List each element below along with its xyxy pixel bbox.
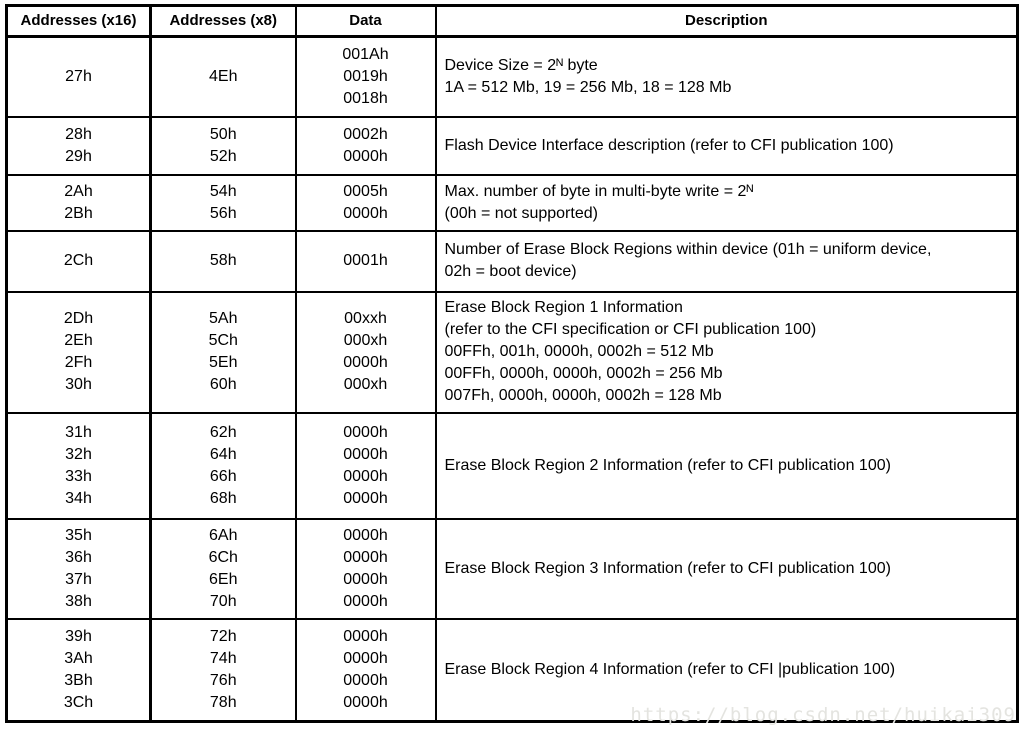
addr8-cell: 4Eh	[149, 35, 297, 118]
addr16-cell: 28h 29h	[5, 115, 152, 176]
table-row: 31h 32h 33h 34h 62h 64h 66h 68h 0000h 00…	[5, 411, 1019, 520]
table-row: 2Dh 2Eh 2Fh 30h 5Ah 5Ch 5Eh 60h 00xxh 00…	[5, 290, 1019, 414]
addr16-cell: 27h	[5, 35, 152, 118]
addr16-cell: 2Dh 2Eh 2Fh 30h	[5, 290, 152, 414]
addr16-cell: 35h 36h 37h 38h	[5, 517, 152, 620]
table-row: 35h 36h 37h 38h 6Ah 6Ch 6Eh 70h 0000h 00…	[5, 517, 1019, 620]
addr8-cell: 54h 56h	[149, 173, 297, 232]
table-row: 39h 3Ah 3Bh 3Ch 72h 74h 76h 78h 0000h 00…	[5, 617, 1019, 723]
data-cell: 00xxh 000xh 0000h 000xh	[294, 290, 437, 414]
addr16-cell: 31h 32h 33h 34h	[5, 411, 152, 520]
description-cell: Device Size = 2ᴺ byte 1A = 512 Mb, 19 = …	[434, 35, 1019, 118]
header-addresses-x16: Addresses (x16)	[5, 4, 152, 38]
addr8-cell: 62h 64h 66h 68h	[149, 411, 297, 520]
table-row: 27h 4Eh 001Ah 0019h 0018h Device Size = …	[5, 35, 1019, 118]
addr8-cell: 50h 52h	[149, 115, 297, 176]
addr16-cell: 2Ah 2Bh	[5, 173, 152, 232]
addr16-cell: 39h 3Ah 3Bh 3Ch	[5, 617, 152, 723]
data-cell: 0002h 0000h	[294, 115, 437, 176]
description-cell: Erase Block Region 2 Information (refer …	[434, 411, 1019, 520]
data-cell: 0000h 0000h 0000h 0000h	[294, 517, 437, 620]
data-cell: 001Ah 0019h 0018h	[294, 35, 437, 118]
data-cell: 0000h 0000h 0000h 0000h	[294, 617, 437, 723]
header-row: Addresses (x16) Addresses (x8) Data Desc…	[5, 4, 1019, 38]
addr8-cell: 6Ah 6Ch 6Eh 70h	[149, 517, 297, 620]
data-cell: 0005h 0000h	[294, 173, 437, 232]
data-cell: 0000h 0000h 0000h 0000h	[294, 411, 437, 520]
description-cell: Number of Erase Block Regions within dev…	[434, 229, 1019, 293]
addr8-cell: 5Ah 5Ch 5Eh 60h	[149, 290, 297, 414]
description-cell: Erase Block Region 3 Information (refer …	[434, 517, 1019, 620]
table-row: 2Ah 2Bh 54h 56h 0005h 0000h Max. number …	[5, 173, 1019, 232]
table-row: 28h 29h 50h 52h 0002h 0000h Flash Device…	[5, 115, 1019, 176]
data-cell: 0001h	[294, 229, 437, 293]
header-description: Description	[434, 4, 1019, 38]
addr16-cell: 2Ch	[5, 229, 152, 293]
addr8-cell: 72h 74h 76h 78h	[149, 617, 297, 723]
description-cell: Max. number of byte in multi-byte write …	[434, 173, 1019, 232]
cfi-query-table: Addresses (x16) Addresses (x8) Data Desc…	[5, 4, 1019, 723]
table-row: 2Ch 58h 0001h Number of Erase Block Regi…	[5, 229, 1019, 293]
description-cell: Flash Device Interface description (refe…	[434, 115, 1019, 176]
description-cell: Erase Block Region 1 Information (refer …	[434, 290, 1019, 414]
header-data: Data	[294, 4, 437, 38]
description-cell: Erase Block Region 4 Information (refer …	[434, 617, 1019, 723]
header-addresses-x8: Addresses (x8)	[149, 4, 297, 38]
addr8-cell: 58h	[149, 229, 297, 293]
